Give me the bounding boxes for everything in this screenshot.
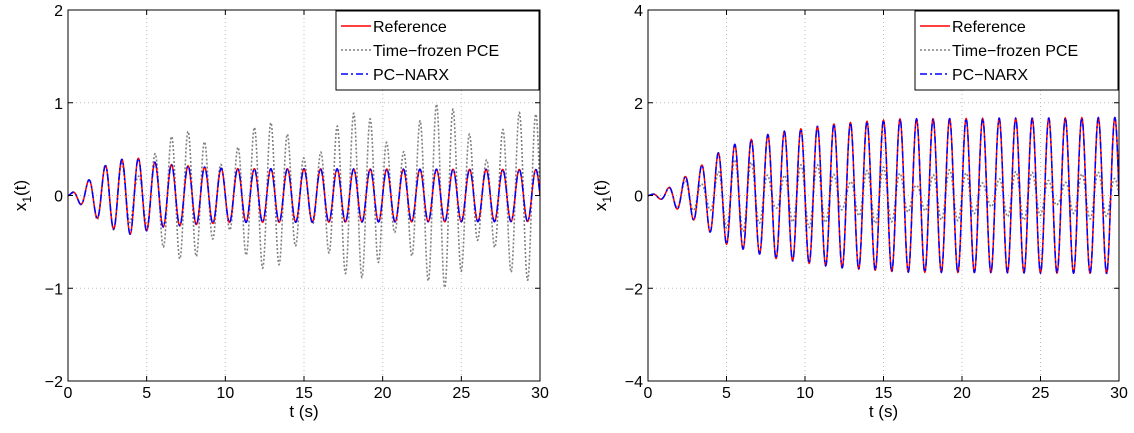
y-tick-label: 0 (54, 189, 63, 206)
legend-entry: Reference (373, 19, 447, 36)
x-axis-label: t (s) (869, 402, 898, 421)
legend-entry: Reference (952, 19, 1026, 36)
y-tick-label: −1 (45, 281, 63, 298)
x-tick-label: 15 (875, 385, 893, 402)
y-tick-label: 0 (634, 189, 643, 206)
y-tick-label: 1 (54, 96, 63, 113)
y-tick-label: 2 (54, 3, 63, 20)
legend-entry: PC−NARX (373, 67, 449, 84)
x-tick-label: 10 (216, 385, 234, 402)
y-tick-label: 2 (634, 96, 643, 113)
legend-entry: Time−frozen PCE (373, 43, 499, 60)
x-tick-label: 5 (142, 385, 151, 402)
x-tick-label: 15 (295, 385, 313, 402)
x-tick-label: 30 (1110, 385, 1128, 402)
chart-panel-2: 0 5 10 15 20 25 30 −4 −2 0 2 4 t (s) x1(t) Reference Ti… (591, 3, 1128, 421)
x-tick-label: 30 (531, 385, 549, 402)
x-axis-label: t (s) (289, 402, 318, 421)
series-line-pc-narx (648, 116, 1119, 275)
x-tick-label: 0 (64, 385, 73, 402)
x-tick-label: 25 (1032, 385, 1050, 402)
y-tick-label: −2 (45, 374, 63, 391)
y-axis-label: x1(t) (11, 180, 34, 211)
x-tick-label: 5 (722, 385, 731, 402)
series-line-time-frozen-pce (648, 158, 1119, 233)
legend-entry: Time−frozen PCE (952, 43, 1078, 60)
legend-entry: PC−NARX (952, 67, 1028, 84)
y-tick-label: −2 (625, 281, 643, 298)
legend: Reference Time−frozen PCE PC−NARX (914, 10, 1119, 91)
x-tick-label: 20 (374, 385, 392, 402)
series-line-pc-narx (68, 157, 540, 236)
series-line-time-frozen-pce (68, 103, 540, 289)
y-axis-label: x1(t) (591, 180, 614, 211)
x-tick-label: 0 (644, 385, 653, 402)
x-tick-label: 20 (953, 385, 971, 402)
x-tick-label: 25 (452, 385, 470, 402)
chart-panel-1: 0 5 10 15 20 25 30 −2 −1 0 1 2 t (s) x1(t) Reference Ti… (11, 3, 549, 421)
y-tick-label: 4 (634, 3, 643, 20)
y-tick-label: −4 (625, 374, 643, 391)
x-tick-label: 10 (796, 385, 814, 402)
legend: Reference Time−frozen PCE PC−NARX (335, 10, 540, 91)
